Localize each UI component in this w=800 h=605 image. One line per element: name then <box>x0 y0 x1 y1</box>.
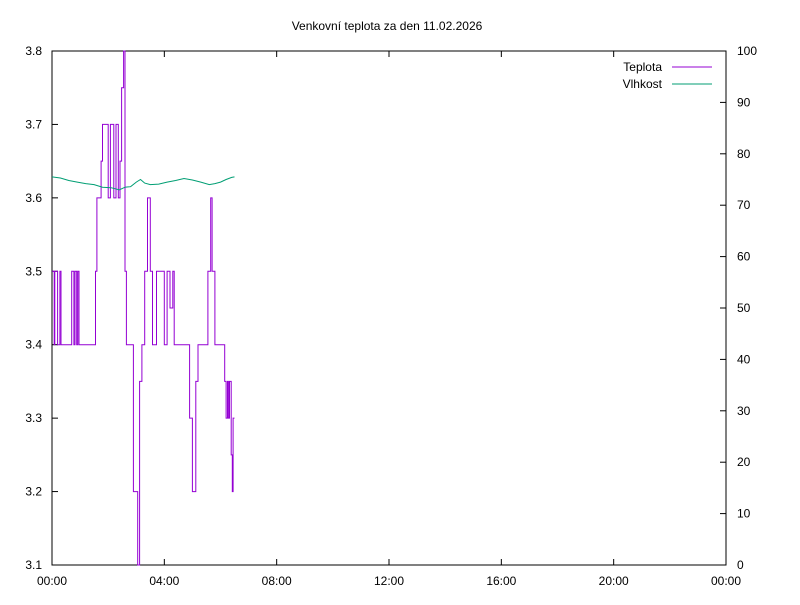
legend-label: Vlhkost <box>623 77 663 91</box>
y-right-tick-label: 90 <box>737 95 751 109</box>
x-tick-label: 16:00 <box>486 574 516 588</box>
y-right-tick-label: 80 <box>737 147 751 161</box>
axes: 00:00 04:00 08:00 12:00 16:00 20:00 00:00 3.1 3.… <box>25 44 757 588</box>
legend: Teplota Vlhkost <box>623 60 712 91</box>
x-tick-label: 20:00 <box>599 574 629 588</box>
series-layer <box>51 50 235 566</box>
y-right-tick-label: 10 <box>737 507 751 521</box>
y-left-tick-label: 3.3 <box>25 411 42 425</box>
y-right-tick-label: 20 <box>737 455 751 469</box>
x-tick-label: 08:00 <box>262 574 292 588</box>
x-tick-label: 00:00 <box>711 574 741 588</box>
y-left-tick-label: 3.4 <box>25 338 42 352</box>
y-left-tick-label: 3.7 <box>25 117 42 131</box>
x-tick-label: 12:00 <box>374 574 404 588</box>
x-tick-label: 00:00 <box>37 574 67 588</box>
y-left-tick-label: 3.6 <box>25 191 42 205</box>
y-right-tick-label: 0 <box>737 558 744 572</box>
y-right-tick-label: 50 <box>737 301 751 315</box>
y-right-tick-label: 60 <box>737 250 751 264</box>
y-left-tick-label: 3.8 <box>25 44 42 58</box>
y-right-tick-label: 30 <box>737 404 751 418</box>
y-right-tick-label: 100 <box>737 44 757 58</box>
chart-title: Venkovní teplota za den 11.02.2026 <box>292 19 483 33</box>
y-left-tick-label: 3.1 <box>25 558 42 572</box>
y-left-tick-label: 3.2 <box>25 485 42 499</box>
x-tick-label: 04:00 <box>149 574 179 588</box>
y-right-tick-label: 70 <box>737 198 751 212</box>
legend-label: Teplota <box>623 60 662 74</box>
y-right-tick-label: 40 <box>737 352 751 366</box>
y-left-tick-label: 3.5 <box>25 264 42 278</box>
plot-frame <box>51 50 727 566</box>
series-line-teplota <box>52 50 235 566</box>
series-line-vlhkost <box>51 176 235 191</box>
